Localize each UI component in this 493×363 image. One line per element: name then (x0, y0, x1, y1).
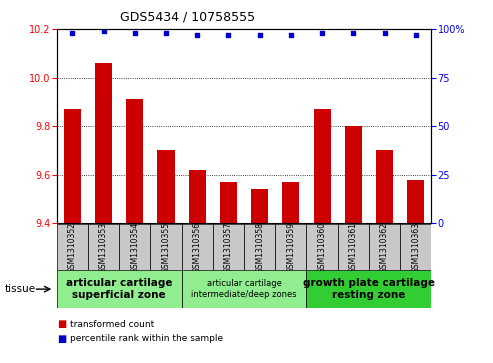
Point (287, 32, 295, 38)
Text: articular cartilage
intermediate/deep zones: articular cartilage intermediate/deep zo… (191, 280, 297, 299)
Text: percentile rank within the sample: percentile rank within the sample (70, 334, 224, 343)
Bar (157, 150, 175, 223)
Bar (338, 224, 369, 270)
Point (224, 32, 232, 38)
Text: growth plate cartilage
resting zone: growth plate cartilage resting zone (303, 278, 435, 300)
Text: GSM1310355: GSM1310355 (162, 222, 171, 273)
Bar (213, 224, 244, 270)
Text: GSM1310360: GSM1310360 (317, 222, 326, 273)
Bar (119, 224, 150, 270)
Point (193, 32, 201, 38)
Point (256, 32, 264, 38)
Point (318, 30, 326, 36)
Bar (189, 170, 206, 223)
Point (381, 30, 388, 36)
Bar (345, 126, 362, 223)
Bar (400, 224, 431, 270)
Text: GSM1310358: GSM1310358 (255, 222, 264, 273)
Bar (244, 224, 275, 270)
Point (412, 32, 420, 38)
Bar (307, 224, 338, 270)
Text: GSM1310361: GSM1310361 (349, 222, 358, 273)
Text: GSM1310353: GSM1310353 (99, 222, 108, 273)
Text: GSM1310362: GSM1310362 (380, 222, 389, 273)
Text: articular cartilage
superficial zone: articular cartilage superficial zone (66, 278, 173, 300)
Bar (181, 224, 213, 270)
Text: ■: ■ (57, 319, 66, 329)
Bar (126, 99, 143, 223)
Text: GDS5434 / 10758555: GDS5434 / 10758555 (120, 11, 255, 24)
Bar (88, 224, 119, 270)
Text: GSM1310352: GSM1310352 (68, 222, 77, 273)
Bar (181, 270, 307, 308)
Bar (220, 182, 237, 223)
Point (100, 28, 107, 34)
Bar (275, 224, 307, 270)
Bar (64, 109, 81, 223)
Point (131, 30, 139, 36)
Bar (314, 109, 331, 223)
Bar (57, 224, 88, 270)
Bar (150, 224, 181, 270)
Bar (407, 180, 424, 223)
Bar (57, 270, 181, 308)
Point (162, 30, 170, 36)
Bar (282, 182, 299, 223)
Bar (369, 224, 400, 270)
Text: GSM1310359: GSM1310359 (286, 222, 295, 273)
Text: tissue: tissue (5, 284, 36, 294)
Bar (251, 189, 268, 223)
Text: ■: ■ (57, 334, 66, 344)
Bar (376, 150, 393, 223)
Point (69, 30, 76, 36)
Bar (95, 63, 112, 223)
Text: GSM1310357: GSM1310357 (224, 222, 233, 273)
Bar (307, 270, 431, 308)
Text: transformed count: transformed count (70, 320, 155, 329)
Text: GSM1310356: GSM1310356 (193, 222, 202, 273)
Point (350, 30, 357, 36)
Text: GSM1310363: GSM1310363 (411, 222, 420, 273)
Text: GSM1310354: GSM1310354 (130, 222, 139, 273)
